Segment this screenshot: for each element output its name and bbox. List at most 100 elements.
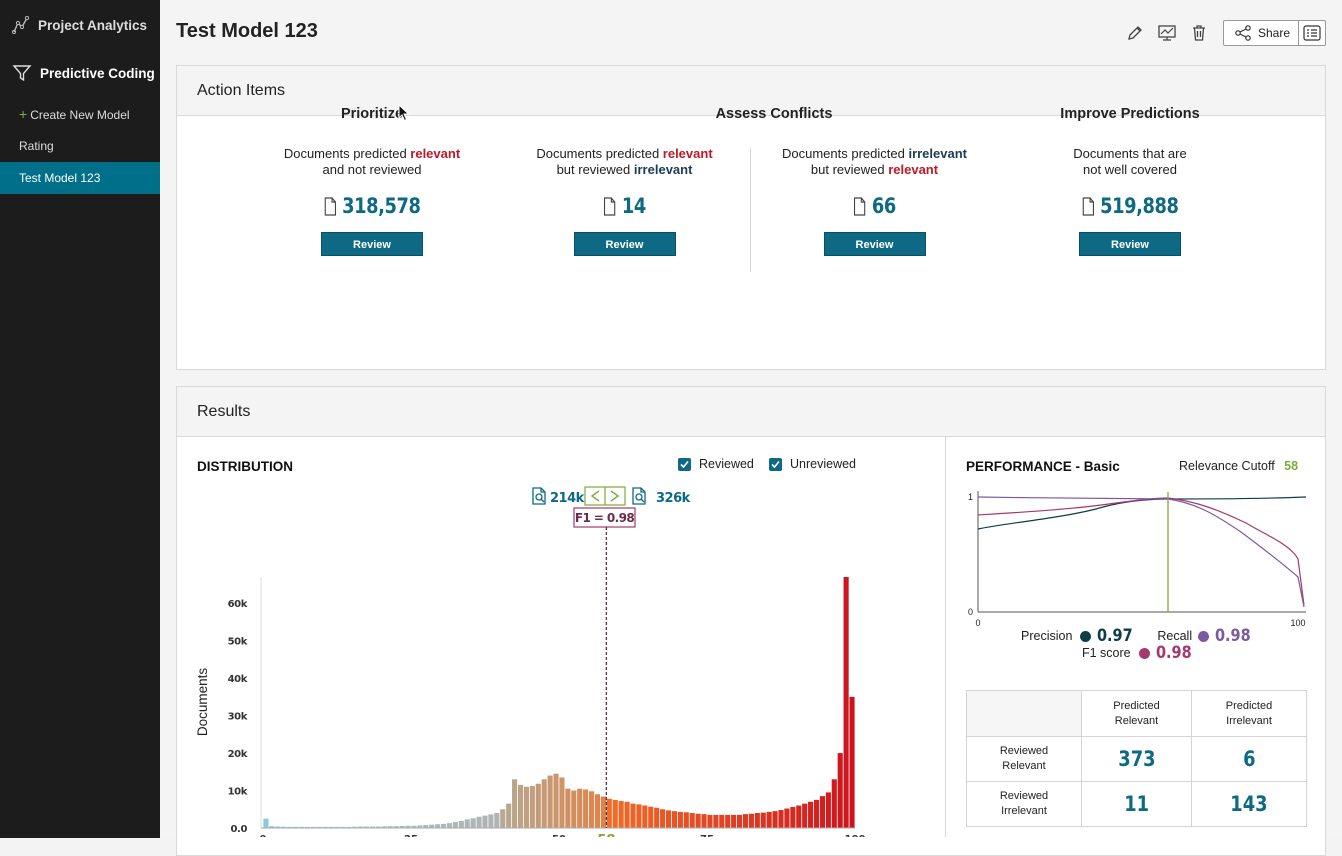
sidebar-item-rating[interactable]: Rating — [0, 130, 160, 162]
histogram-bar[interactable] — [772, 811, 778, 828]
histogram-bar[interactable] — [435, 824, 441, 828]
histogram-bar[interactable] — [624, 801, 630, 828]
nav-project-analytics[interactable]: Project Analytics — [0, 0, 160, 50]
histogram-bar[interactable] — [553, 773, 559, 828]
histogram-bar[interactable] — [802, 803, 808, 828]
histogram-bar[interactable] — [381, 826, 387, 828]
histogram-bar[interactable] — [310, 826, 316, 828]
histogram-bar[interactable] — [778, 810, 784, 828]
histogram-bar[interactable] — [417, 825, 423, 828]
histogram-bar[interactable] — [411, 825, 417, 828]
histogram-bar[interactable] — [263, 818, 269, 828]
histogram-bar[interactable] — [660, 809, 666, 828]
cutoff-stepper[interactable] — [584, 486, 626, 506]
histogram-bar[interactable] — [429, 824, 435, 828]
delete-button[interactable] — [1183, 20, 1215, 46]
share-button[interactable]: Share — [1224, 21, 1299, 45]
cm-cell-rr-pr[interactable]: 373 — [1081, 736, 1192, 782]
histogram-bar[interactable] — [612, 799, 618, 828]
histogram-bar[interactable] — [831, 779, 837, 828]
histogram-bar[interactable] — [547, 775, 553, 828]
histogram-bar[interactable] — [606, 798, 612, 828]
histogram-bar[interactable] — [642, 805, 648, 828]
histogram-bar[interactable] — [713, 814, 719, 828]
histogram-bar[interactable] — [358, 826, 364, 829]
histogram-bar[interactable] — [287, 826, 293, 828]
histogram-bar[interactable] — [441, 823, 447, 828]
histogram-bar[interactable] — [754, 813, 760, 828]
histogram-bar[interactable] — [825, 792, 831, 828]
conflict1-review-button[interactable]: Review — [573, 232, 676, 256]
histogram-bar[interactable] — [517, 784, 524, 828]
histogram-bar[interactable] — [760, 812, 766, 828]
checkbox-reviewed[interactable] — [678, 457, 691, 471]
histogram-bar[interactable] — [689, 813, 695, 828]
histogram-bar[interactable] — [529, 786, 535, 828]
histogram-bar[interactable] — [630, 803, 636, 828]
histogram-bar[interactable] — [742, 814, 749, 828]
histogram-bar[interactable] — [843, 577, 849, 828]
histogram-bar[interactable] — [446, 823, 453, 828]
histogram-bar[interactable] — [423, 825, 429, 828]
sidebar-item-test-model[interactable]: Test Model 123 — [0, 162, 160, 194]
histogram-bar[interactable] — [725, 814, 731, 828]
histogram-bar[interactable] — [399, 825, 405, 828]
histogram-bar[interactable] — [500, 809, 506, 828]
histogram-bar[interactable] — [375, 826, 381, 829]
histogram-bar[interactable] — [583, 789, 589, 828]
histogram-bar[interactable] — [346, 826, 352, 828]
histogram-bar[interactable] — [269, 826, 275, 828]
histogram-bar[interactable] — [523, 786, 529, 828]
histogram-bar[interactable] — [819, 796, 825, 828]
histogram-bar[interactable] — [837, 753, 843, 828]
histogram-bar[interactable] — [677, 811, 683, 828]
monitor-button[interactable] — [1151, 20, 1183, 46]
histogram-bar[interactable] — [452, 822, 458, 828]
histogram-bar[interactable] — [470, 818, 476, 828]
edit-button[interactable] — [1119, 20, 1151, 46]
histogram-bar[interactable] — [476, 816, 482, 828]
right-count-control[interactable]: 326k — [632, 487, 691, 506]
prioritize-review-button[interactable]: Review — [321, 232, 423, 256]
histogram-bar[interactable] — [304, 826, 310, 828]
histogram-bar[interactable] — [695, 813, 701, 828]
conflict2-review-button[interactable]: Review — [823, 232, 926, 256]
histogram-bar[interactable] — [671, 811, 677, 828]
nav-predictive-coding[interactable]: Predictive Coding — [0, 48, 160, 98]
histogram-bar[interactable] — [352, 826, 358, 828]
cm-cell-rr-pi[interactable]: 6 — [1191, 736, 1307, 782]
histogram-bar[interactable] — [369, 826, 376, 829]
histogram-bar[interactable] — [322, 826, 328, 828]
cm-cell-ri-pr[interactable]: 11 — [1081, 781, 1192, 827]
histogram-bar[interactable] — [600, 796, 606, 828]
histogram-bar[interactable] — [648, 806, 654, 828]
histogram-bar[interactable] — [405, 825, 411, 828]
histogram-bar[interactable] — [364, 826, 370, 829]
histogram-bar[interactable] — [340, 826, 346, 828]
list-view-button[interactable] — [1299, 21, 1325, 45]
histogram-bar[interactable] — [293, 826, 299, 828]
histogram-bar[interactable] — [784, 808, 790, 828]
histogram-bar[interactable] — [618, 801, 624, 828]
histogram-bar[interactable] — [541, 779, 547, 828]
histogram-bar[interactable] — [707, 814, 713, 828]
histogram-bar[interactable] — [737, 814, 743, 828]
histogram-bar[interactable] — [482, 815, 488, 828]
histogram-bar[interactable] — [535, 783, 541, 828]
histogram-bar[interactable] — [683, 812, 689, 828]
histogram-bar[interactable] — [589, 791, 595, 828]
histogram-bar[interactable] — [594, 794, 601, 828]
histogram-bar[interactable] — [316, 826, 322, 828]
histogram-bar[interactable] — [577, 788, 583, 828]
create-new-model-link[interactable]: + Create New Model — [0, 98, 160, 130]
histogram-bar[interactable] — [748, 813, 754, 828]
histogram-bar[interactable] — [328, 826, 334, 828]
histogram-bar[interactable] — [636, 804, 642, 828]
histogram-bar[interactable] — [387, 826, 393, 828]
chevron-left-icon[interactable] — [590, 490, 600, 502]
histogram-bar[interactable] — [808, 801, 814, 828]
histogram-bar[interactable] — [512, 779, 518, 828]
histogram-bar[interactable] — [565, 788, 571, 828]
left-count-control[interactable]: 214k — [532, 487, 585, 506]
legend-reviewed[interactable]: Reviewed — [678, 457, 754, 471]
